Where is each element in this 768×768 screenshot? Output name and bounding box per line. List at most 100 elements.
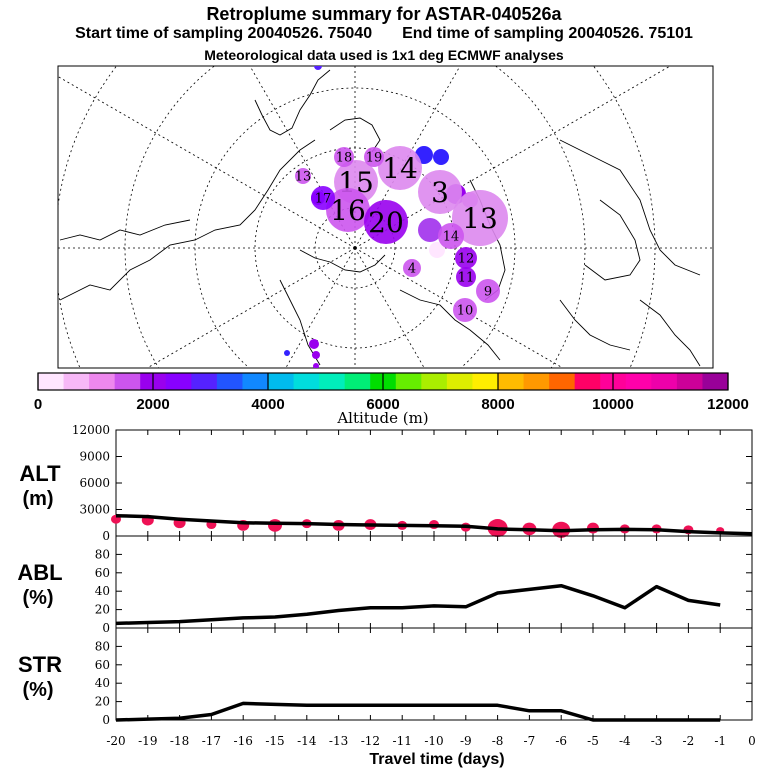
colorbar-swatch xyxy=(89,373,116,390)
plume-marker-label: 19 xyxy=(366,151,383,166)
x-tick-label: -14 xyxy=(297,734,317,748)
y-tick-label: 12000 xyxy=(72,423,110,437)
plume-marker-label: 20 xyxy=(368,206,404,239)
start-sampling-text: Start time of sampling 20040526. 75040 xyxy=(75,25,373,42)
colorbar-swatch xyxy=(165,373,192,390)
plume-blob xyxy=(309,339,319,349)
plume-marker-circle xyxy=(364,200,408,244)
meridian-line xyxy=(354,66,672,249)
colorbar-swatch xyxy=(549,373,576,390)
y-tick-label: 20 xyxy=(95,603,110,617)
colorbar-swatch xyxy=(319,373,346,390)
plume-marker-circle xyxy=(364,147,384,167)
coastline xyxy=(59,139,316,301)
sampling-times: Start time of sampling 20040526. 75040 En… xyxy=(0,25,768,43)
x-tick-label: -8 xyxy=(492,734,504,748)
x-tick-label: -17 xyxy=(202,734,221,748)
panel-unit: (m) xyxy=(22,488,53,510)
colorbar-swatch xyxy=(421,373,448,390)
colorbar-swatch xyxy=(63,373,90,390)
panel-label: STR xyxy=(18,652,62,677)
x-axis-title: Travel time (days) xyxy=(369,751,504,768)
x-tick-label: -19 xyxy=(138,734,157,748)
x-tick-label: -7 xyxy=(524,734,536,748)
coastline xyxy=(399,289,501,361)
y-tick-label: 80 xyxy=(95,639,110,653)
colorbar-swatch xyxy=(625,373,652,390)
colorbar-swatch xyxy=(446,373,473,390)
altitude-marker xyxy=(268,519,282,532)
plume-marker-label: 4 xyxy=(408,262,416,277)
x-tick-label: -11 xyxy=(393,734,412,748)
x-tick-label: -6 xyxy=(555,734,567,748)
coastline xyxy=(639,299,701,367)
abl-series-line xyxy=(115,583,721,626)
colorbar-swatch xyxy=(523,373,550,390)
colorbar-swatch xyxy=(38,373,65,390)
x-tick-label: -2 xyxy=(683,734,695,748)
colorbar-swatch xyxy=(395,373,422,390)
plume-marker-label: 12 xyxy=(458,252,475,267)
colorbar-swatch xyxy=(191,373,218,390)
x-tick-label: -12 xyxy=(361,734,380,748)
coastline xyxy=(584,199,641,281)
colorbar-tick-label: 8000 xyxy=(481,396,514,413)
plume-marker-circle xyxy=(334,147,354,167)
y-tick-label: 80 xyxy=(95,547,110,561)
plume-marker-circle xyxy=(452,190,508,246)
y-tick-label: 40 xyxy=(95,676,110,690)
alt-series-line xyxy=(115,513,753,536)
panel-unit: (%) xyxy=(22,679,53,701)
colorbar-swatch xyxy=(676,373,703,390)
colorbar-tick-label: 0 xyxy=(34,396,42,413)
plume-marker-label: 16 xyxy=(330,194,366,227)
x-tick-label: -9 xyxy=(460,734,472,748)
y-tick-label: 40 xyxy=(95,584,110,598)
plume-marker-circle xyxy=(295,168,311,184)
chart-title: Retroplume summary for ASTAR-040526a xyxy=(206,4,562,24)
met-data-text: Meteorological data used is 1x1 deg ECMW… xyxy=(204,47,564,63)
plume-blob xyxy=(418,218,442,242)
colorbar-swatch xyxy=(472,373,499,390)
panel-frame xyxy=(115,535,753,629)
colorbar-title: Altitude (m) xyxy=(336,409,428,427)
plume-marker-circle xyxy=(453,298,477,322)
coastline xyxy=(329,117,381,153)
plume-blob xyxy=(313,363,319,368)
plume-marker-label: 17 xyxy=(315,192,332,207)
plume-marker-circle xyxy=(311,186,335,210)
colorbar-swatch xyxy=(574,373,601,390)
x-tick-label: -18 xyxy=(170,734,189,748)
y-tick-label: 20 xyxy=(95,695,110,709)
panel-label: ABL xyxy=(17,560,62,585)
x-tick-label: -3 xyxy=(651,734,663,748)
y-tick-label: 60 xyxy=(95,566,110,580)
plume-marker-label: 14 xyxy=(443,230,460,245)
plume-marker-circle xyxy=(378,146,422,190)
x-tick-label: -1 xyxy=(714,734,726,748)
x-tick-label: -16 xyxy=(234,734,253,748)
plume-marker-label: 13 xyxy=(462,202,498,235)
coastline xyxy=(254,69,331,136)
coastline xyxy=(559,299,631,351)
plume-blob xyxy=(433,149,449,165)
plume-marker-circle xyxy=(418,170,462,214)
plume-marker-label: 3 xyxy=(431,176,449,209)
plume-marker-circle xyxy=(403,259,421,277)
y-tick-label: 6000 xyxy=(79,476,110,490)
colorbar-tick-label: 12000 xyxy=(707,396,749,413)
colorbar-swatch xyxy=(651,373,678,390)
panel-unit: (%) xyxy=(22,587,53,609)
end-sampling-text: End time of sampling 20040526. 75101 xyxy=(402,25,693,42)
coastlines xyxy=(59,69,701,367)
x-tick-label: -5 xyxy=(587,734,599,748)
colorbar-tick-label: 4000 xyxy=(251,396,284,413)
plume-marker-label: 9 xyxy=(484,285,492,300)
y-tick-label: 0 xyxy=(102,713,110,727)
y-tick-label: 0 xyxy=(102,529,110,543)
colorbar-tick-label: 2000 xyxy=(136,396,169,413)
coastline xyxy=(59,219,191,241)
panel-str: 0 20 40 60 80 STR(%) xyxy=(18,627,753,727)
